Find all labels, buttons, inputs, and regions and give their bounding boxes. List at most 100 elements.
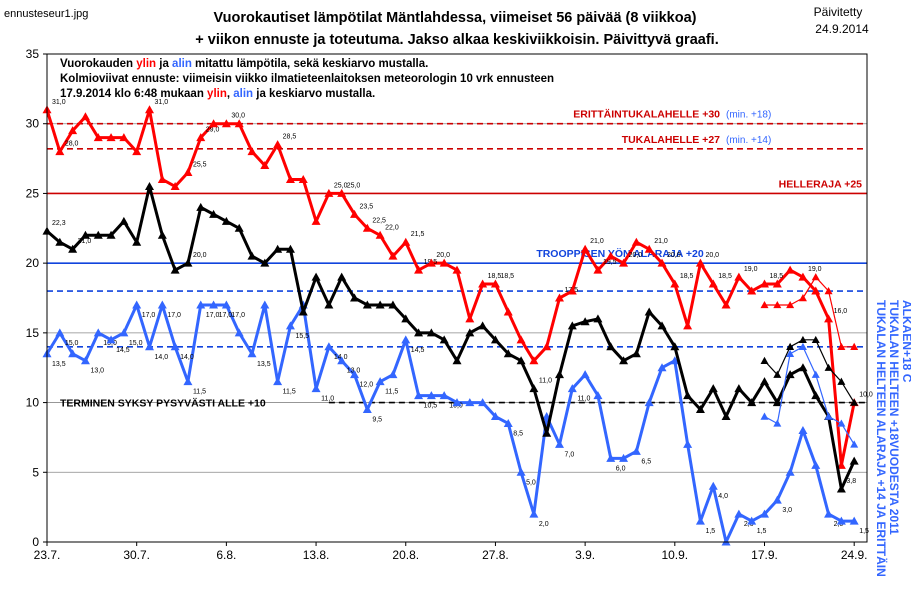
data-label: 2,0 [834, 521, 844, 528]
data-point [68, 349, 78, 358]
data-point [80, 356, 90, 365]
forecast-point [824, 287, 833, 295]
data-point [55, 237, 65, 246]
data-point [388, 300, 398, 309]
data-point [516, 467, 526, 476]
data-point [221, 300, 231, 309]
data-point [747, 286, 757, 295]
data-point [734, 509, 744, 518]
data-point [119, 133, 129, 142]
data-point [247, 349, 257, 358]
data-point [836, 460, 846, 469]
data-point [644, 307, 654, 316]
data-label: 14,0 [155, 354, 169, 361]
data-label: 28,0 [65, 141, 79, 148]
forecast-point [824, 363, 833, 371]
data-label: 7,0 [565, 451, 575, 458]
data-point [490, 335, 500, 344]
reference-sublabel-0: (min. +18) [726, 110, 771, 121]
legend-note-3: 17.9.2014 klo 6:48 mukaan ylin, alin ja … [60, 88, 375, 100]
data-label: 6,0 [616, 465, 626, 472]
data-label: 12,0 [360, 382, 374, 389]
data-point [606, 453, 616, 462]
data-point [657, 321, 667, 330]
data-point [209, 300, 219, 309]
data-label: 11,5 [385, 389, 398, 396]
data-point [593, 391, 603, 400]
data-point [708, 279, 718, 288]
series-ylin: 31,0 28,0 31,0 25,5 29,0 30,0 28,5 25,0 25,0 23,5… [42, 99, 873, 469]
data-point [452, 265, 462, 274]
data-label: 14,5 [116, 347, 130, 354]
right-annotations: TUKALAN HELTEEN ALARAJA +14 JA ERITTÄIN T… [874, 300, 911, 577]
x-tick-label: 23.7. [34, 548, 61, 562]
data-point [734, 384, 744, 393]
legend-note-2: Kolmioviivat ennuste: viimeisin viikko i… [60, 73, 554, 85]
data-point [695, 405, 705, 414]
data-point [772, 398, 782, 407]
forecast-point [850, 398, 859, 406]
data-point [721, 412, 731, 421]
y-tick-label: 20 [26, 256, 40, 270]
data-point [683, 321, 693, 330]
data-point [157, 300, 167, 309]
data-point [68, 126, 78, 135]
data-label: 17,0 [231, 312, 245, 319]
data-point [337, 356, 347, 365]
data-point [337, 188, 347, 197]
data-point [670, 279, 680, 288]
data-point [772, 495, 782, 504]
data-point [119, 216, 129, 225]
data-point [106, 230, 116, 239]
data-point [452, 398, 462, 407]
x-tick-label: 13.8. [303, 548, 330, 562]
forecast-point [837, 419, 846, 427]
data-point [132, 237, 142, 246]
y-tick-label: 5 [32, 465, 39, 479]
data-label: 14,0 [334, 354, 348, 361]
data-label: 17,0 [206, 312, 220, 319]
data-point [273, 244, 283, 253]
data-point [273, 140, 283, 149]
data-point [196, 202, 206, 211]
data-label: 28,5 [283, 134, 297, 141]
data-point [529, 356, 539, 365]
data-point [234, 328, 244, 337]
right-annotation-1: TUKALAN HELTEEN +18VUODESTA 2011 [887, 300, 901, 535]
data-point [439, 258, 449, 267]
data-label: 6,5 [641, 458, 651, 465]
data-point [490, 412, 500, 421]
series-keskiarvo: 22,3 21,0 20,0 11,0 3,8 [42, 181, 859, 493]
y-tick-label: 30 [26, 117, 40, 131]
data-label: 20,0 [193, 252, 207, 259]
data-point [414, 265, 424, 274]
forecast-point [786, 349, 795, 357]
data-point [80, 230, 90, 239]
x-tick-label: 30.7. [123, 548, 150, 562]
data-label: 25,0 [347, 182, 361, 189]
data-point [644, 244, 654, 253]
data-label: 17,0 [167, 312, 181, 319]
data-point [580, 317, 590, 326]
data-label: 21,5 [411, 231, 425, 238]
data-point [311, 216, 321, 225]
data-point [657, 363, 667, 372]
data-label: 21,0 [590, 238, 604, 245]
data-point [350, 209, 359, 218]
data-point [157, 230, 167, 239]
grid-layer [47, 53, 867, 543]
data-label: 19,0 [744, 266, 758, 273]
forecast-point [811, 335, 820, 344]
data-point [542, 428, 552, 437]
data-point [772, 279, 782, 288]
data-point [465, 328, 475, 337]
data-point [324, 342, 334, 351]
data-point [247, 147, 257, 156]
data-point [631, 237, 641, 246]
data-point [414, 391, 424, 400]
data-point [145, 342, 154, 351]
forecast-point [850, 440, 859, 448]
data-label: 18,5 [770, 273, 784, 280]
data-point [606, 342, 616, 351]
forecast-point [773, 300, 782, 309]
